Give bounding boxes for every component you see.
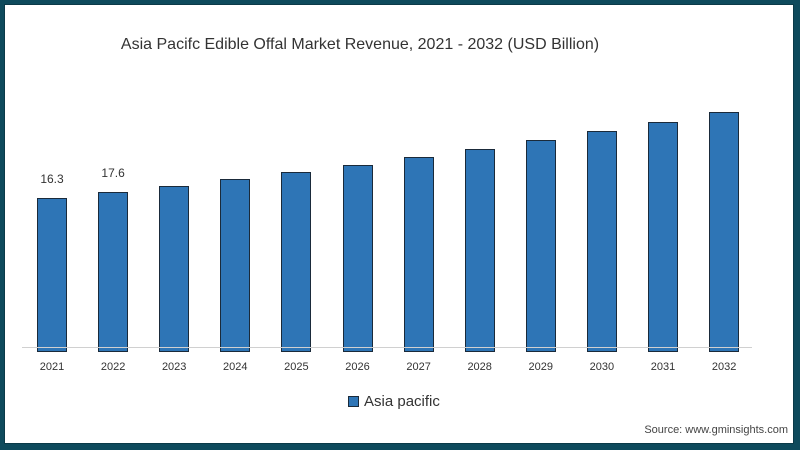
- x-tick-label: 2024: [223, 361, 248, 373]
- bar-2024: [220, 179, 251, 352]
- x-tick-label: 2032: [711, 361, 737, 373]
- bar-2021: [37, 197, 67, 352]
- bar-2022: [98, 191, 129, 352]
- bar-2028: [464, 149, 495, 352]
- legend: Asia pacific: [348, 393, 440, 410]
- x-axis-line: [22, 347, 752, 348]
- x-tick-label: 2028: [467, 361, 492, 373]
- x-tick-label: 2029: [528, 361, 554, 373]
- x-tick-label: 2030: [589, 361, 615, 373]
- bar-2031: [648, 121, 678, 352]
- x-tick-label: 2025: [284, 361, 309, 373]
- bar-2023: [159, 185, 190, 352]
- x-tick-label: 2021: [39, 361, 65, 373]
- legend-label: Asia pacific: [364, 393, 440, 410]
- x-tick-label: 2031: [650, 361, 676, 373]
- x-tick-label: 2023: [161, 361, 187, 373]
- chart-title: Asia Pacifc Edible Offal Market Revenue,…: [120, 36, 600, 53]
- bar-2030: [586, 131, 617, 352]
- bar-2027: [403, 156, 434, 352]
- bar-2029: [525, 139, 556, 352]
- bar-value-label: 17.6: [101, 165, 125, 180]
- bar-2025: [281, 172, 312, 352]
- source-note: Source: www.gminsights.com: [644, 424, 788, 436]
- bar-2026: [342, 165, 373, 352]
- x-tick-label: 2026: [345, 361, 370, 373]
- bar-2032: [709, 112, 740, 352]
- x-tick-label: 2027: [406, 361, 431, 373]
- x-tick-label: 2022: [100, 361, 126, 373]
- legend-swatch-icon: [348, 396, 359, 407]
- bar-value-label: 16.3: [40, 171, 64, 186]
